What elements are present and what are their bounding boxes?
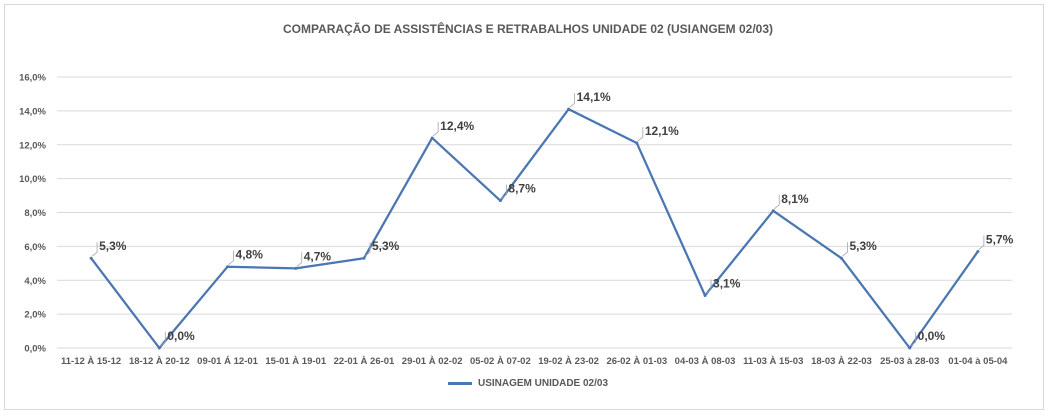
data-label: 0,0% xyxy=(918,329,946,343)
data-point xyxy=(498,199,502,203)
x-tick-label: 05-02 À 07-02 xyxy=(470,356,531,367)
data-label: 12,4% xyxy=(440,119,474,133)
y-tick-label: 8,0% xyxy=(24,208,46,219)
data-label: 14,1% xyxy=(577,90,611,104)
data-point xyxy=(635,141,639,145)
data-point xyxy=(771,209,775,213)
x-tick-label: 25-03 à 28-03 xyxy=(880,356,939,367)
x-tick-label: 04-03 À 08-03 xyxy=(675,356,736,367)
x-tick-label: 11-03 À 15-03 xyxy=(743,356,803,367)
data-point xyxy=(89,256,93,260)
leader-line xyxy=(705,279,712,294)
data-label: 8,1% xyxy=(781,192,809,206)
data-label: 5,7% xyxy=(986,232,1014,246)
y-tick-label: 16,0% xyxy=(19,73,46,84)
data-point xyxy=(908,346,912,350)
y-tick-label: 14,0% xyxy=(19,106,46,117)
y-tick-label: 10,0% xyxy=(19,174,46,185)
y-tick-label: 12,0% xyxy=(19,140,46,151)
x-tick-label: 18-03 À 22-03 xyxy=(811,356,872,367)
data-label: 4,8% xyxy=(236,248,264,262)
y-tick-label: 0,0% xyxy=(24,344,46,355)
data-point xyxy=(294,266,298,270)
legend: USINAGEM UNIDADE 02/03 xyxy=(0,378,1056,389)
data-label: 3,1% xyxy=(713,276,741,290)
x-tick-label: 18-12 À 20-12 xyxy=(129,356,190,367)
leader-line xyxy=(160,332,166,347)
leader-line xyxy=(432,121,439,137)
leader-line xyxy=(910,332,917,347)
y-tick-label: 2,0% xyxy=(24,310,46,321)
y-tick-label: 6,0% xyxy=(24,242,46,253)
x-tick-label: 19-02 À 23-02 xyxy=(538,356,599,367)
legend-line-swatch xyxy=(447,382,472,385)
x-tick-label: 01-04 à 05-04 xyxy=(948,356,1008,367)
data-point xyxy=(430,136,434,140)
leader-line xyxy=(978,235,985,250)
leader-line xyxy=(296,252,303,267)
x-tick-label: 26-02 À 01-03 xyxy=(606,356,667,367)
data-point xyxy=(226,265,230,269)
series-line xyxy=(90,108,979,350)
legend-label: USINAGEM UNIDADE 02/03 xyxy=(477,378,609,389)
x-tick-label: 09-01 Á 12-01 xyxy=(197,356,258,367)
leader-line xyxy=(637,127,644,142)
chart-frame xyxy=(4,4,1044,410)
leader-line xyxy=(569,93,576,108)
data-label: 5,3% xyxy=(849,239,877,253)
leader-line xyxy=(501,184,507,199)
x-tick-label: 22-01 À 26-01 xyxy=(334,356,395,367)
leader-line xyxy=(364,242,371,257)
data-point xyxy=(703,293,707,297)
x-tick-label: 29-01 À 02-02 xyxy=(402,356,463,367)
leader-line xyxy=(842,242,848,257)
data-label: 4,7% xyxy=(304,249,332,263)
data-label: 5,3% xyxy=(99,239,127,253)
data-point xyxy=(839,256,843,260)
data-point xyxy=(157,346,161,350)
leader-line xyxy=(774,194,780,210)
leader-line xyxy=(228,250,234,266)
chart-title: COMPARAÇÃO DE ASSISTÊNCIAS E RETRABALHOS… xyxy=(282,22,774,36)
x-tick-label: 15-01 À 19-01 xyxy=(265,356,326,367)
data-label: 8,7% xyxy=(508,182,536,196)
x-tick-label: 11-12 À 15-12 xyxy=(61,356,121,367)
data-point xyxy=(362,256,366,260)
data-label: 5,3% xyxy=(372,239,400,253)
data-point xyxy=(976,249,980,253)
data-point xyxy=(567,107,571,111)
data-label: 12,1% xyxy=(645,124,679,138)
data-label: 0,0% xyxy=(167,329,195,343)
y-tick-label: 4,0% xyxy=(24,276,46,287)
leader-line xyxy=(91,242,98,257)
